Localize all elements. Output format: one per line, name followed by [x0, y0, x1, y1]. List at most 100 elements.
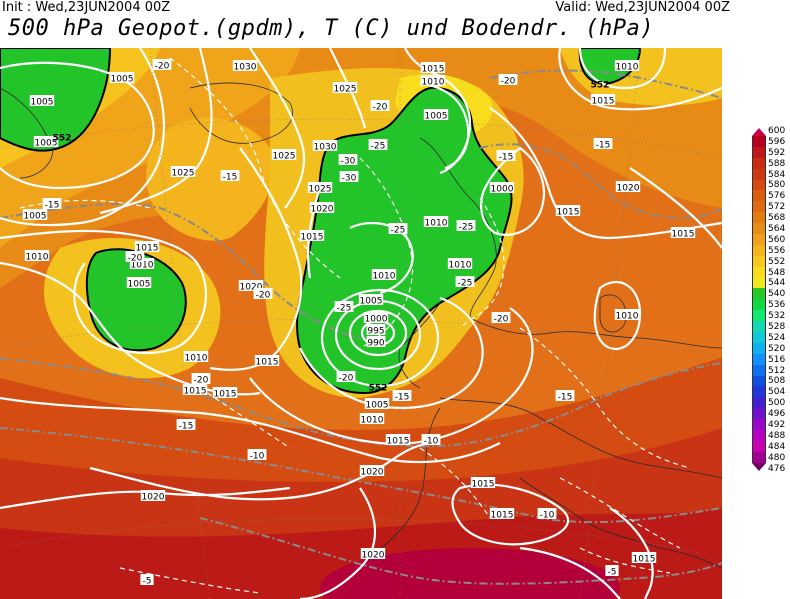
colorbar-level-label: 596	[768, 136, 786, 147]
map-canvas: 1005 1030 1015 1010 1010 1005 1025 1005 1015 1005…	[0, 48, 722, 599]
temperature-label-bg	[455, 276, 475, 287]
colorbar-level-label: 504	[768, 387, 786, 398]
temperature-label: -5	[608, 568, 617, 578]
temperature-label-bg	[491, 312, 511, 323]
pressure-label-bg	[670, 227, 696, 238]
colorbar-swatch	[752, 136, 766, 147]
temperature-label: -10	[424, 437, 439, 447]
temperature-label-bg	[253, 288, 273, 299]
colorbar-swatch	[752, 408, 766, 420]
valid-time: Valid: Wed,23JUN2004 00Z	[555, 0, 730, 15]
colorbar-swatch	[752, 440, 766, 452]
colorbar-swatch	[752, 244, 766, 256]
colorbar-level-label: 548	[768, 267, 786, 278]
colorbar-level-label: 528	[768, 322, 786, 333]
temperature-label-bg	[176, 419, 196, 430]
pressure-label-bg	[129, 258, 155, 269]
colorbar-level-label: 520	[768, 343, 786, 354]
pressure-label: 1005	[31, 98, 54, 108]
temperature-label-bg	[220, 170, 240, 181]
temperature-label-bg	[456, 220, 476, 231]
colorbar-swatch	[752, 179, 766, 191]
colorbar-swatch	[752, 255, 766, 267]
pressure-label: 1010	[425, 219, 448, 229]
colorbar-swatches	[752, 128, 766, 471]
temperature-label: -10	[540, 511, 555, 521]
colorbar-level-label: 556	[768, 245, 786, 256]
pressure-label-bg	[271, 149, 297, 160]
pressure-label-bg	[470, 477, 496, 488]
pressure-label: 1005	[24, 212, 47, 222]
colorbar-swatch	[752, 451, 766, 463]
height-labels: 552 552 552	[53, 81, 610, 394]
temperature-label: -15	[395, 393, 410, 403]
colorbar-level-label: 524	[768, 332, 786, 343]
pressure-label: 1005	[360, 297, 383, 307]
pressure-label-bg	[590, 94, 616, 105]
colorbar-level-label: 584	[768, 169, 786, 180]
pressure-label: 1015	[256, 358, 279, 368]
pressure-label-bg	[134, 241, 160, 252]
pressure-label: 1015	[491, 511, 514, 521]
colorbar-swatch	[752, 321, 766, 333]
pressure-label-bg	[254, 355, 280, 366]
colorbar-level-label: 500	[768, 398, 786, 409]
colorbar-swatch	[752, 342, 766, 354]
colorbar-level-label: 532	[768, 311, 786, 322]
pressure-label: 1030	[234, 63, 257, 73]
pressure-label: 1025	[172, 169, 195, 179]
init-time: Init : Wed,23JUN2004 00Z	[2, 0, 171, 15]
colorbar-swatch	[752, 386, 766, 398]
temperature-label: -20	[373, 103, 388, 113]
temperature-label-bg	[370, 100, 390, 111]
colorbar-level-label: 564	[768, 224, 786, 235]
colorbar-swatch	[752, 201, 766, 213]
pressure-label: 1020	[240, 283, 263, 293]
pressure-label: 1025	[309, 185, 332, 195]
header-bar: Init : Wed,23JUN2004 00Z Valid: Wed,23JU…	[0, 0, 790, 16]
temperature-label: -25	[391, 226, 406, 236]
pressure-label-bg	[309, 202, 335, 213]
pressure-label: 1010	[26, 253, 49, 263]
temperature-label: -20	[494, 315, 509, 325]
pressure-label-bg	[24, 250, 50, 261]
pressure-label: 1015	[136, 244, 159, 254]
pressure-label-bg	[299, 230, 325, 241]
colorbar-level-label: 600	[768, 126, 786, 136]
temperature-label: -20	[256, 291, 271, 301]
temperature-label-bg	[368, 139, 388, 150]
pressure-label: 1020	[362, 551, 385, 561]
pressure-label-bg	[232, 60, 258, 71]
pressure-label: 1015	[633, 555, 656, 565]
temperature-label: -25	[371, 142, 386, 152]
pressure-label-bg	[29, 95, 55, 106]
pressure-label: 1005	[366, 401, 389, 411]
temperature-label-bg	[42, 198, 62, 209]
colorbar-swatch	[752, 332, 766, 343]
pressure-label-bg	[615, 181, 641, 192]
colorbar-level-label: 492	[768, 420, 786, 431]
pressure-label: 1010	[131, 261, 154, 271]
weather-map: 1005 1030 1015 1010 1010 1005 1025 1005 1015 1005…	[0, 48, 722, 599]
temperature-label-bg	[339, 171, 359, 182]
pressure-label: 1015	[422, 65, 445, 75]
pressure-label-bg	[364, 398, 390, 409]
temperature-label: -20	[339, 374, 354, 384]
pressure-label: 1005	[425, 112, 448, 122]
colorbar-swatch	[752, 234, 766, 245]
pressure-label: 1020	[361, 468, 384, 478]
temperature-label: -25	[458, 279, 473, 289]
temperature-label-bg	[191, 373, 211, 384]
pressure-label-bg	[126, 277, 152, 288]
temperature-label-bg	[605, 565, 619, 576]
colorbar-bottom-arrow	[752, 462, 766, 471]
pressure-label-bg	[359, 413, 385, 424]
colorbar-level-label: 588	[768, 158, 786, 169]
colorbar-level-label: 508	[768, 376, 786, 387]
pressure-label: 1005	[35, 139, 58, 149]
pressure-label: 1010	[449, 261, 472, 271]
height-label: 552	[369, 384, 388, 394]
bg-band-596	[320, 548, 620, 599]
colorbar-swatch	[752, 299, 766, 311]
temperature-label-bg	[537, 508, 557, 519]
